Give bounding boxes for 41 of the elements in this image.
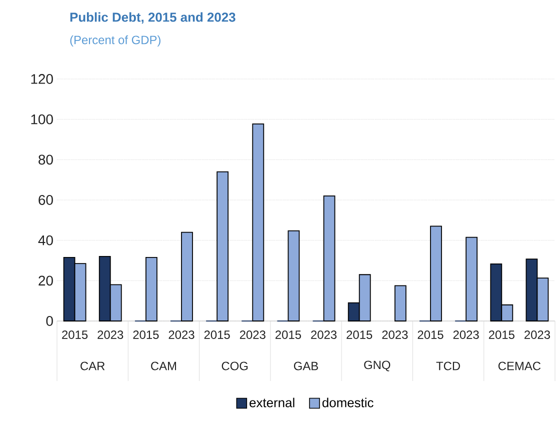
- x-tick-label: 2015: [276, 330, 301, 339]
- chart-subtitle: (Percent of GDP): [70, 35, 160, 47]
- y-tick-label: 100: [31, 114, 53, 124]
- text: COG: [222, 362, 248, 370]
- x-tick-label: 2023: [240, 330, 266, 339]
- text: TCD: [436, 362, 460, 370]
- text: CAM: [151, 362, 176, 370]
- bar: [323, 196, 336, 322]
- y-tick-label: 40: [38, 235, 53, 246]
- x-tick-label: 2023: [311, 330, 337, 339]
- text: GNQ: [364, 360, 390, 372]
- y-tick-label: 80: [38, 154, 53, 165]
- x-tick-label: 2023: [524, 330, 550, 339]
- x-tick-label: 2015: [418, 330, 444, 339]
- y-tick-label: 120: [31, 74, 53, 84]
- text: CAR: [80, 362, 105, 370]
- bar: [252, 124, 264, 322]
- bar: [288, 230, 300, 322]
- legend-label: external: [250, 398, 294, 408]
- x-tick-label: 2023: [453, 330, 479, 339]
- bar: [145, 257, 158, 322]
- chart-title: Public Debt, 2015 and 2023: [70, 12, 236, 24]
- bar: [394, 285, 406, 322]
- y-tick-label: 0: [46, 316, 53, 326]
- text: CEMAC: [498, 362, 541, 370]
- bar: [181, 232, 193, 322]
- x-tick-label: 2015: [204, 330, 230, 339]
- legend-label: domestic: [322, 398, 374, 408]
- x-tick-label: 2015: [488, 330, 514, 339]
- x-tick-label: 2015: [62, 330, 88, 339]
- x-tick-label: 2015: [133, 330, 159, 339]
- bar: [466, 236, 478, 322]
- y-tick-label: 60: [38, 195, 53, 205]
- text: GAB: [294, 362, 318, 370]
- bar: [216, 171, 229, 322]
- y-tick-label: 20: [38, 276, 53, 286]
- x-tick-label: 2015: [346, 330, 372, 339]
- bar: [430, 226, 442, 322]
- x-tick-label: 2023: [98, 330, 124, 339]
- x-tick-label: 2023: [382, 330, 408, 339]
- x-tick-label: 2023: [168, 330, 194, 339]
